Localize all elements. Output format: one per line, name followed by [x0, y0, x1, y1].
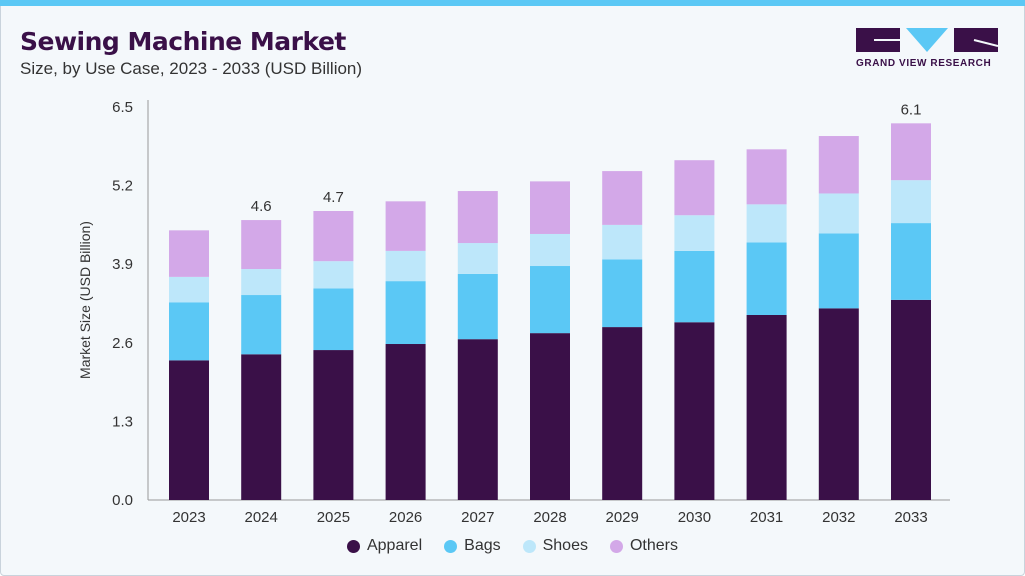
- bar-bags-2028: [530, 266, 570, 334]
- y-tick-label: 6.5: [112, 99, 133, 116]
- data-label: 4.6: [251, 198, 272, 215]
- bar-others-2033: [891, 123, 931, 181]
- bar-apparel-2031: [746, 314, 787, 500]
- bar-bags-2023: [169, 302, 209, 361]
- data-label: 4.7: [323, 189, 344, 206]
- x-tick-label: 2031: [750, 509, 783, 526]
- bar-bags-2032: [818, 233, 859, 309]
- bar-shoes-2026: [385, 250, 426, 282]
- y-axis-label: Market Size (USD Billion): [77, 221, 93, 379]
- bar-others-2032: [818, 136, 859, 194]
- bar-others-2031: [746, 149, 787, 205]
- x-tick-label: 2026: [389, 509, 422, 526]
- bar-apparel-2026: [385, 344, 426, 500]
- x-tick-label: 2027: [461, 509, 494, 526]
- x-tick-label: 2030: [678, 509, 711, 526]
- bar-shoes-2031: [746, 204, 787, 243]
- bar-bags-2031: [746, 242, 787, 315]
- bar-apparel-2029: [602, 327, 643, 500]
- x-tick-label: 2032: [822, 509, 855, 526]
- legend-item-shoes: Shoes: [522, 537, 588, 555]
- y-tick-label: 5.2: [112, 178, 133, 195]
- bar-apparel-2023: [169, 360, 209, 500]
- legend: Apparel Bags Shoes Others: [0, 537, 1025, 555]
- bar-others-2023: [169, 230, 209, 277]
- legend-label: Bags: [464, 537, 501, 554]
- legend-label: Others: [629, 537, 678, 554]
- bar-bags-2025: [313, 288, 354, 351]
- bar-shoes-2028: [530, 233, 570, 267]
- bar-bags-2024: [241, 295, 282, 355]
- x-tick-label: 2033: [894, 509, 927, 526]
- bar-others-2024: [241, 220, 282, 270]
- bar-shoes-2029: [602, 224, 643, 260]
- bar-bags-2029: [602, 259, 643, 328]
- bar-bags-2030: [674, 250, 715, 323]
- x-tick-label: 2025: [317, 509, 350, 526]
- legend-swatch: [522, 539, 536, 553]
- x-tick-label: 2024: [245, 509, 278, 526]
- legend-item-others: Others: [609, 537, 678, 555]
- bar-apparel-2033: [891, 299, 931, 500]
- bar-shoes-2023: [169, 276, 209, 303]
- x-tick-label: 2028: [533, 509, 566, 526]
- bar-apparel-2024: [241, 354, 282, 500]
- bar-shoes-2033: [891, 180, 931, 224]
- chart-subtitle: Size, by Use Case, 2023 - 2033 (USD Bill…: [20, 59, 363, 78]
- bar-apparel-2030: [674, 322, 715, 500]
- bar-others-2028: [530, 181, 570, 234]
- bar-others-2026: [385, 201, 426, 251]
- top-accent-bar: [0, 0, 1025, 6]
- logo-text: GRAND VIEW RESEARCH: [856, 58, 992, 69]
- bar-others-2030: [674, 160, 715, 216]
- bar-others-2027: [457, 191, 498, 244]
- bar-apparel-2027: [457, 339, 498, 500]
- y-tick-label: 1.3: [112, 413, 133, 430]
- y-tick-label: 2.6: [112, 335, 133, 352]
- legend-label: Shoes: [542, 537, 588, 554]
- x-tick-label: 2023: [172, 509, 205, 526]
- bar-shoes-2027: [457, 243, 498, 274]
- bar-others-2025: [313, 210, 354, 262]
- bar-apparel-2032: [818, 308, 859, 500]
- legend-item-apparel: Apparel: [346, 537, 423, 555]
- bar-bags-2026: [385, 281, 426, 345]
- legend-swatch: [346, 539, 360, 553]
- bar-others-2029: [602, 171, 643, 225]
- grand-view-research-logo: [856, 28, 998, 52]
- chart-title: Sewing Machine Market: [20, 27, 346, 56]
- legend-swatch: [444, 539, 458, 553]
- bar-shoes-2025: [313, 261, 354, 289]
- bar-shoes-2032: [818, 193, 859, 234]
- bar-apparel-2028: [530, 333, 570, 500]
- legend-item-bags: Bags: [444, 537, 501, 555]
- x-tick-label: 2029: [606, 509, 639, 526]
- legend-swatch: [609, 539, 623, 553]
- y-tick-label: 3.9: [112, 256, 133, 273]
- bar-apparel-2025: [313, 350, 354, 500]
- bar-shoes-2030: [674, 215, 715, 251]
- data-label: 6.1: [901, 101, 922, 118]
- y-tick-label: 0.0: [112, 492, 133, 509]
- bar-bags-2027: [457, 273, 498, 340]
- legend-label: Apparel: [366, 537, 423, 554]
- bar-shoes-2024: [241, 269, 282, 296]
- bar-bags-2033: [891, 223, 931, 300]
